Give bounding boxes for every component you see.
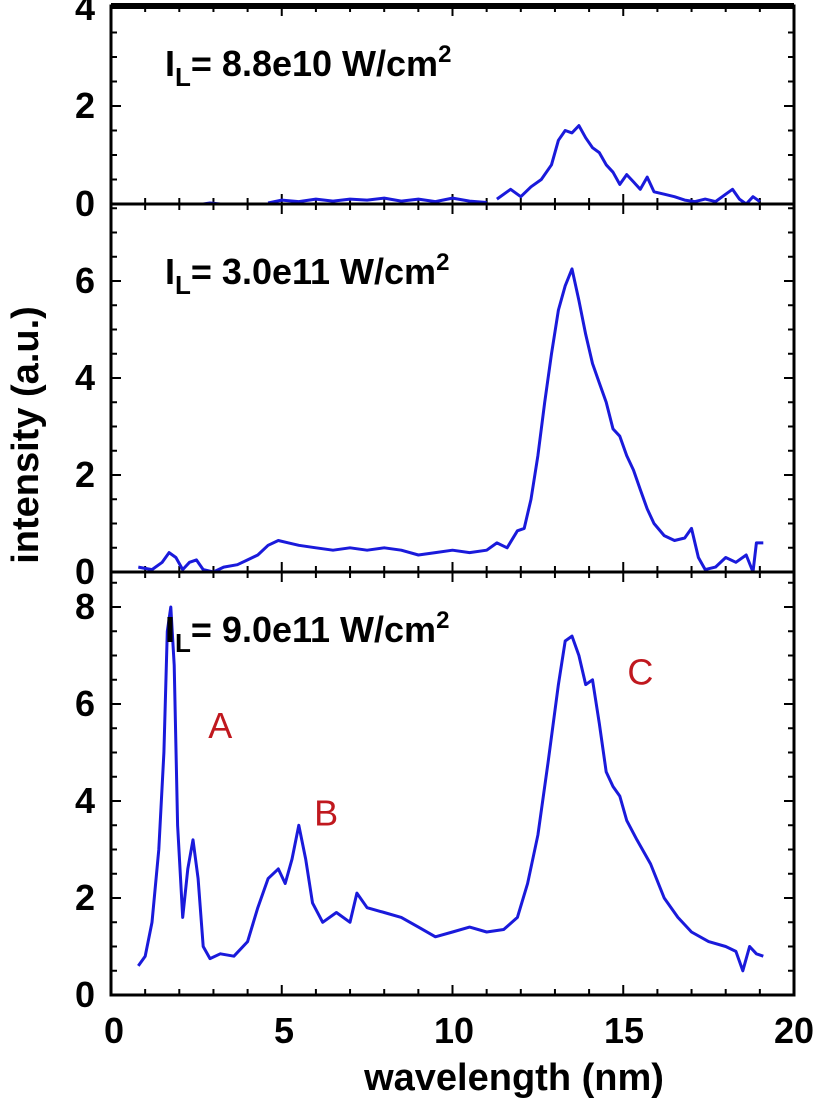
panel-3-y-tick-label-2: 2 [75,877,95,918]
x-tick-label-5: 5 [274,1010,294,1051]
panel-2-y-tick-label-6: 6 [75,260,95,301]
x-tick-label-0: 0 [104,1010,124,1051]
x-tick-label-15: 15 [604,1010,644,1051]
panel-1-y-tick-label-2: 2 [75,85,95,126]
panel-2-y-tick-label-4: 4 [75,357,95,398]
panel-3: 0 2 4 6 8 IL= 9.0e11 W/cm2 A B C [75,570,796,1015]
panel-1-y-tick-label-4: 4 [75,0,95,28]
panel-1-series-line [496,124,761,206]
x-tick-label-20: 20 [774,1010,814,1051]
panel-3-y-tick-label-0: 0 [75,974,95,1015]
panel-3-y-tick-label-4: 4 [75,780,95,821]
panel-1: 0 2 4 IL= 8.8e10 W/cm2 [75,0,796,224]
panel-1-y-tick-label-0: 0 [75,183,95,224]
panel-3-y-tick-label-6: 6 [75,683,95,724]
panel-2-y-tick-label-2: 2 [75,454,95,495]
panel-1-series-line [267,196,487,205]
panel-2-series-line [138,267,764,574]
panel-1-frame [109,4,796,206]
x-axis-title: wavelength (nm) [363,1057,664,1099]
panel-3-intensity-label: IL= 9.0e11 W/cm2 [165,607,449,658]
panel-2: 0 2 4 6 IL= 3.0e11 W/cm2 [75,202,796,592]
panel-1-intensity-label: IL= 8.8e10 W/cm2 [165,41,451,92]
annotation-a: A [208,705,232,746]
x-tick-label-10: 10 [434,1010,474,1051]
panel-2-y-tick-label-0: 0 [75,551,95,592]
annotation-b: B [314,792,338,833]
x-tick-labels: 0 5 10 15 20 [104,1010,814,1051]
annotation-c: C [627,652,653,693]
panel-2-intensity-label: IL= 3.0e11 W/cm2 [165,249,449,300]
panel-3-series-line [137,605,764,973]
y-axis-title: intensity (a.u.) [5,306,47,564]
panel-3-y-tick-label-8: 8 [75,586,95,627]
